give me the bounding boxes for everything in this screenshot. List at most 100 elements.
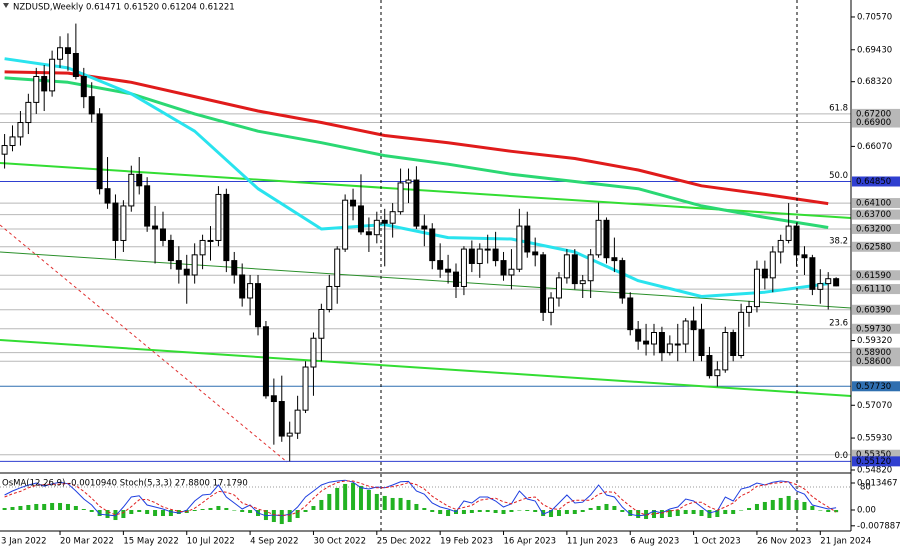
osma-bar [89, 509, 94, 513]
candle-body [548, 297, 555, 313]
stoch-line [4, 480, 837, 516]
level-label: 0.62580 [856, 242, 891, 252]
osma-bar [73, 505, 78, 510]
level-box [852, 356, 900, 367]
osma-bar [517, 509, 522, 511]
osma-bar [541, 509, 546, 517]
osma-bar [97, 509, 102, 517]
candle-body [262, 326, 269, 397]
osma-bar [200, 508, 205, 510]
osma-bar [493, 509, 498, 514]
candle-body [318, 308, 325, 339]
osma-bar [707, 509, 712, 519]
osma-bar [739, 509, 744, 511]
x-tick-label: 6 Aug 2023 [630, 537, 679, 547]
candle-body [183, 268, 190, 276]
candle-body [255, 283, 262, 328]
moving-average [4, 76, 829, 229]
candle-body [231, 260, 238, 276]
osma-bar [754, 503, 759, 510]
level-label: 0.67200 [856, 109, 891, 119]
level-label: 0.59730 [856, 324, 891, 334]
x-tick-label: 10 Jul 2022 [187, 537, 235, 547]
stoch-line [4, 479, 837, 517]
candle-body [825, 278, 832, 285]
x-tick-label: 4 Sep 2022 [250, 537, 298, 547]
candle-body [357, 205, 364, 233]
candle-body [342, 199, 349, 250]
candle-body [310, 337, 317, 368]
candle-body [278, 401, 285, 437]
y-tick-label: 0.59320 [857, 336, 892, 346]
osma-bar [295, 509, 300, 519]
osma-bar [145, 509, 150, 515]
candle-body [492, 248, 499, 262]
osma-bar [343, 483, 348, 510]
osma-bar [683, 509, 688, 515]
candle-body [381, 219, 388, 224]
chart-title: NZDUSD,Weekly 0.61471 0.61520 0.61204 0.… [13, 3, 235, 13]
candle-body [72, 52, 79, 78]
candle-body [120, 205, 127, 241]
osma-bar [715, 509, 720, 518]
osma-bar [509, 509, 514, 513]
moving-average [4, 57, 829, 298]
osma-bar [10, 506, 15, 510]
candle-body [730, 331, 737, 357]
osma-bar [208, 507, 213, 510]
osma-bar [461, 509, 466, 515]
fib-label: 50.0 [829, 171, 848, 181]
candle-body [350, 199, 357, 207]
osma-bar [533, 509, 538, 513]
osma-bar [636, 509, 641, 519]
indicator-panel [0, 479, 851, 525]
osma-bar [232, 509, 237, 511]
osma-bar [382, 495, 387, 510]
y-tick-label: 0.68320 [857, 77, 892, 87]
osma-bar [374, 493, 379, 510]
x-tick-label: 1 Oct 2023 [694, 537, 741, 547]
channel-line [0, 162, 851, 219]
osma-bar [604, 503, 609, 510]
osma-bar [834, 509, 839, 513]
level-label: 0.63200 [856, 224, 891, 234]
level-label: 0.64100 [856, 199, 891, 209]
candle-body [239, 274, 246, 299]
osma-bar [556, 509, 561, 517]
candle-body [801, 254, 808, 259]
osma-bar [723, 509, 728, 515]
level-box [852, 456, 900, 467]
candle-body [738, 311, 745, 357]
candle-body [128, 173, 135, 207]
osma-bar [279, 509, 284, 525]
osma-bar [596, 505, 601, 510]
candle-body [397, 182, 404, 213]
candle-body [532, 251, 539, 256]
level-box [852, 241, 900, 252]
osma-bar [50, 502, 55, 510]
candle-body [722, 331, 729, 371]
osma-bar [786, 495, 791, 510]
candle-body [476, 248, 483, 264]
candle-body [405, 179, 412, 184]
candle-body [136, 173, 143, 187]
osma-bar [525, 509, 530, 511]
osma-bar [18, 505, 23, 510]
candle-body [603, 219, 610, 259]
osma-bar [58, 502, 63, 510]
y-tick-label: 0.54820 [857, 465, 892, 475]
x-tick-label: 30 Oct 2022 [313, 537, 366, 547]
candle-body [373, 219, 380, 236]
level-label: 0.66900 [856, 118, 891, 128]
osma-bar [129, 509, 134, 515]
osma-bar [42, 503, 47, 510]
candle-body [49, 58, 56, 92]
osma-bar [477, 509, 482, 513]
candle-body [563, 254, 570, 279]
y-tick-label: 0.57070 [857, 401, 892, 411]
candle-body [152, 225, 159, 230]
osma-bar [248, 509, 253, 514]
osma-bar [2, 507, 7, 510]
osma-bar [414, 503, 419, 510]
